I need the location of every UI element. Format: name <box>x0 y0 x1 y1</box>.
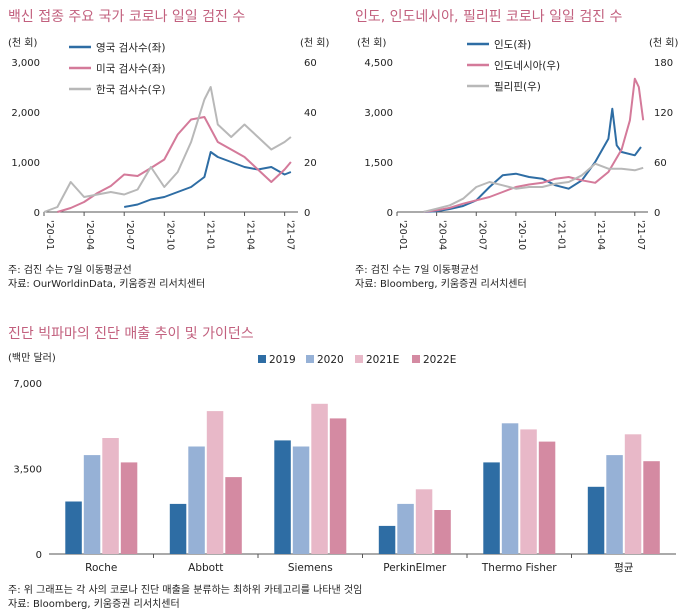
panel3-category-label: Abbott <box>188 562 223 574</box>
panel3-bar-2021E <box>311 403 328 554</box>
panel1-legend-label-2: 미국 검사수(좌) <box>96 63 166 75</box>
panel2-y-right-tick: 120 <box>654 108 673 119</box>
panel2-x-tick-label: '21-01 <box>556 220 567 250</box>
panel2-unit-left: (천 회) <box>357 38 387 49</box>
panel1-series-line-2 <box>57 116 292 213</box>
panel3-category-label: Roche <box>85 562 117 574</box>
panel2-x-tick-label: '20-10 <box>516 220 527 250</box>
panel2-y-left-tick: 1,500 <box>364 158 393 169</box>
panel3-bar-2020 <box>606 455 623 554</box>
panel2-x-tick-label: '20-07 <box>476 220 487 250</box>
panel3-bar-2022E <box>225 477 242 554</box>
panel3-y-tick: 7,000 <box>13 379 42 390</box>
panel3-title: 진단 빅파마의 진단 매출 추이 및 가이던스 <box>8 326 254 342</box>
panel1-x-tick-label: '20-04 <box>84 220 95 250</box>
panel3-legend-label-2021E: 2021E <box>366 354 399 366</box>
panel1-y-left-tick: 3,000 <box>11 58 40 69</box>
panel1-y-right-tick: 40 <box>304 108 317 119</box>
panel2-series-line-1 <box>423 107 642 213</box>
panel3-category-label: Thermo Fisher <box>481 562 557 574</box>
panel1-x-tick-label: '21-01 <box>204 220 215 250</box>
panel2-legend-label-1: 인도(좌) <box>494 39 531 51</box>
panel3-bar-2020 <box>397 503 414 554</box>
panel3-bar-2022E <box>329 418 347 554</box>
panel3-legend-swatch-2021E <box>355 355 363 363</box>
panel2-y-right-tick: 60 <box>654 158 667 169</box>
panel2-note: 주: 검진 수는 7일 이동평균선 <box>355 265 479 276</box>
panel1-y-left-tick: 2,000 <box>11 108 40 119</box>
panel1-series-line-1 <box>124 151 292 208</box>
panel1-y-left-tick: 0 <box>34 208 40 219</box>
panel3-y-tick: 0 <box>36 550 42 561</box>
panel2-unit-right: (천 회) <box>649 38 679 49</box>
panel3-note: 주: 위 그래프는 각 사의 코로나 진단 매출을 분류하는 최하위 카테고리를… <box>8 585 363 596</box>
panel2-y-left-tick: 0 <box>387 208 393 219</box>
panel3-bar-2020 <box>501 423 519 554</box>
panel1-x-tick-label: '21-07 <box>285 220 296 250</box>
panel2-legend-label-2: 인도네시아(우) <box>494 60 560 72</box>
panel2-series-line-2 <box>423 77 645 213</box>
panel3-legend-swatch-2020 <box>306 355 314 363</box>
panel3-bar-2021E <box>624 434 642 554</box>
panel3-bar-2020 <box>188 446 205 554</box>
panel3-legend-label-2020: 2020 <box>317 354 344 366</box>
panel1-legend-label-1: 영국 검사수(좌) <box>96 42 166 54</box>
panel2-series-line-3 <box>423 162 644 213</box>
panel3-legend-label-2019: 2019 <box>269 354 296 366</box>
panel1-x-tick-label: '20-01 <box>44 220 55 250</box>
panel3-bar-2022E <box>538 441 556 554</box>
panel1-y-right-tick: 60 <box>304 58 317 69</box>
panel2-legend-label-3: 필리핀(우) <box>494 81 541 93</box>
panel3-bar-2019 <box>483 462 500 554</box>
panel3-bar-2019 <box>65 501 82 554</box>
panel1-x-tick-label: '20-10 <box>164 220 175 250</box>
panel3-legend-swatch-2022E <box>412 355 420 363</box>
panel3-category-label: 평균 <box>614 562 634 574</box>
panel3-bar-2022E <box>643 461 660 554</box>
panel1-source: 자료: OurWorldinData, 키움증권 리서치센터 <box>8 279 206 290</box>
panel2-x-tick-label: '21-07 <box>635 220 646 250</box>
panel1-title: 백신 접종 주요 국가 코로나 일일 검진 수 <box>8 9 246 25</box>
panel3-source: 자료: Bloomberg, 키움증권 리서치센터 <box>8 599 180 610</box>
panel3-legend-label-2022E: 2022E <box>423 354 456 366</box>
panel3-bar-2019 <box>274 440 291 554</box>
panel3-bar-2019 <box>378 525 396 554</box>
panel3-bar-2021E <box>415 489 433 554</box>
panel1-series-line-3 <box>43 86 292 213</box>
panel1-x-tick-label: '20-07 <box>124 220 135 250</box>
panel1-note: 주: 검진 수는 7일 이동평균선 <box>8 265 132 276</box>
panel1-legend-label-3: 한국 검사수(우) <box>96 84 166 96</box>
panel3-bar-2019 <box>169 503 187 554</box>
panel2-y-left-tick: 4,500 <box>364 58 393 69</box>
panel3-bar-2022E <box>434 510 451 554</box>
panel2-y-left-tick: 3,000 <box>364 108 393 119</box>
panel2-x-tick-label: '20-01 <box>397 220 408 250</box>
panel2-title: 인도, 인도네시아, 필리핀 코로나 일일 검진 수 <box>355 9 623 25</box>
panel3-bar-2019 <box>587 486 605 554</box>
panel3-legend-swatch-2019 <box>258 355 266 363</box>
panel1-y-right-tick: 20 <box>304 158 317 169</box>
panel3-bar-2021E <box>520 429 537 554</box>
panel1-y-left-tick: 1,000 <box>11 158 40 169</box>
panel3-category-label: PerkinElmer <box>383 562 447 574</box>
panel1-unit-left: (천 회) <box>8 38 38 49</box>
panel1-unit-right: (천 회) <box>300 38 330 49</box>
panel2-source: 자료: Bloomberg, 키움증권 리서치센터 <box>355 279 527 290</box>
panel2-y-right-tick: 0 <box>654 208 660 219</box>
panel1-x-tick-label: '21-04 <box>245 220 256 250</box>
panel2-x-tick-label: '20-04 <box>437 220 448 250</box>
panel3-bar-2022E <box>120 462 138 554</box>
panel3-bar-2020 <box>292 446 310 554</box>
panel3-unit-left: (백만 달러) <box>8 353 56 364</box>
panel3-bar-2020 <box>83 455 101 554</box>
panel3-bar-2021E <box>102 438 119 554</box>
panel2-x-tick-label: '21-04 <box>595 220 606 250</box>
panel3-bar-2021E <box>206 411 224 554</box>
panel3-y-tick: 3,500 <box>13 465 42 476</box>
panel3-category-label: Siemens <box>288 562 333 574</box>
panel1-y-right-tick: 0 <box>304 208 310 219</box>
panel2-y-right-tick: 180 <box>654 58 673 69</box>
